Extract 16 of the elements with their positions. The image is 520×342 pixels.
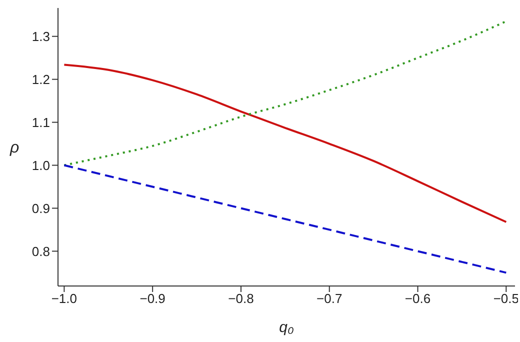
y-axis-title: ρ: [9, 140, 20, 157]
y-tick-label: 1.1: [32, 114, 50, 130]
x-tick-label: −0.6: [404, 291, 431, 306]
line-series: [63, 20, 508, 166]
x-tick-label: −0.9: [140, 291, 166, 306]
y-tick-label: 0.8: [32, 244, 50, 259]
y-tick-label: 0.9: [32, 200, 50, 216]
line-series: [63, 64, 508, 223]
y-tick-label: 1.0: [32, 158, 50, 173]
y-tick-label: 1.2: [32, 72, 50, 87]
x-tick-label: −1.0: [51, 291, 78, 306]
line-series: [63, 164, 508, 274]
y-tick-label: 1.3: [32, 28, 50, 44]
x-axis-title: q₀: [279, 319, 294, 336]
x-tick-label: −0.8: [228, 291, 254, 306]
x-tick-label: −0.7: [316, 291, 342, 306]
